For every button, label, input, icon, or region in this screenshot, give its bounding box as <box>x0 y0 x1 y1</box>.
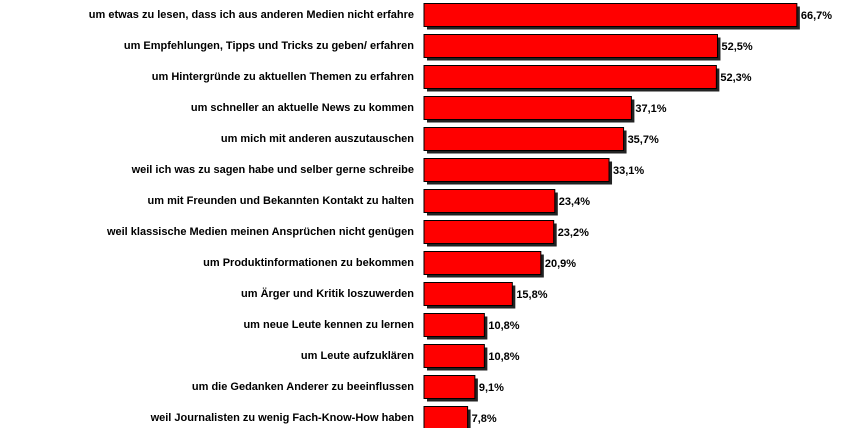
category-label: um mich mit anderen auszutauschen <box>221 133 414 145</box>
category-label: um Hintergründe zu aktuellen Themen zu e… <box>152 71 414 83</box>
bar <box>423 189 556 213</box>
category-label: weil Journalisten zu wenig Fach-Know-How… <box>150 412 415 424</box>
value-label: 35,7% <box>628 134 659 146</box>
bar <box>423 313 485 337</box>
category-label: weil ich was zu sagen habe und selber ge… <box>131 164 414 176</box>
value-label: 10,8% <box>488 320 519 332</box>
value-label: 7,8% <box>472 413 497 425</box>
bar <box>423 3 798 27</box>
bar <box>423 251 542 275</box>
category-label: um schneller an aktuelle News zu kommen <box>191 102 414 114</box>
value-label: 10,8% <box>488 351 519 363</box>
bar <box>423 344 485 368</box>
value-label: 52,3% <box>720 72 751 84</box>
value-label: 9,1% <box>479 382 504 394</box>
category-label: weil klassische Medien meinen Ansprüchen… <box>106 226 414 238</box>
category-label: um Produktinformationen zu bekommen <box>203 257 414 269</box>
value-label: 66,7% <box>801 10 832 22</box>
value-label: 52,5% <box>721 41 752 53</box>
bar <box>423 127 625 151</box>
category-label: um etwas zu lesen, dass ich aus anderen … <box>89 9 414 21</box>
bar <box>423 282 513 306</box>
value-label: 37,1% <box>635 103 666 115</box>
category-label: um die Gedanken Anderer zu beeinflussen <box>192 381 414 393</box>
value-label: 15,8% <box>516 289 547 301</box>
category-label: um Empfehlungen, Tipps und Tricks zu geb… <box>124 40 414 52</box>
value-label: 23,4% <box>559 196 590 208</box>
value-label: 23,2% <box>558 227 589 239</box>
category-label: um neue Leute kennen zu lernen <box>243 319 414 331</box>
category-label: um Leute aufzuklären <box>301 350 414 362</box>
bar <box>423 406 469 428</box>
bar <box>423 220 555 244</box>
bar <box>423 158 610 182</box>
bar <box>423 375 476 399</box>
bar <box>423 96 632 120</box>
bar <box>423 65 717 89</box>
bar <box>423 34 718 58</box>
value-label: 20,9% <box>545 258 576 270</box>
category-label: um Ärger und Kritik loszuwerden <box>241 287 414 300</box>
category-label: um mit Freunden und Bekannten Kontakt zu… <box>148 195 415 207</box>
value-label: 33,1% <box>613 165 644 177</box>
